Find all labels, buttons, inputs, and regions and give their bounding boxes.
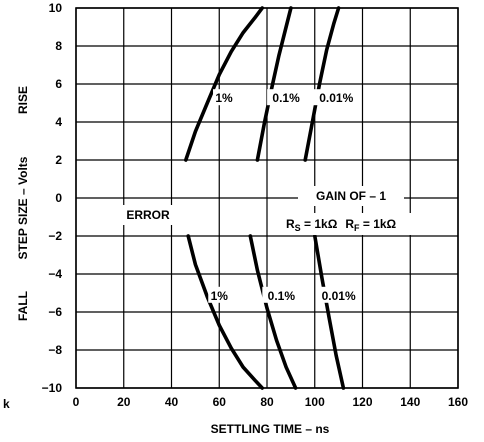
rs-value: = 1kΩ <box>301 217 338 231</box>
y-tick-label-2: 6 <box>55 77 62 91</box>
y-tick-label-10: −10 <box>42 381 63 395</box>
error-label-bg <box>118 205 176 225</box>
gain-label-bg <box>298 186 404 206</box>
y-tick-label-9: −8 <box>48 343 62 357</box>
curves <box>184 6 346 390</box>
curve-label-3: 1% <box>211 289 229 303</box>
y-tick-label-6: −2 <box>48 229 62 243</box>
resistor-label: RS = 1kΩ RF = 1kΩ <box>286 217 397 233</box>
curve-label-2: 0.01% <box>319 91 353 105</box>
x-tick-label-8: 160 <box>448 395 468 409</box>
curve-label-bg-4 <box>262 286 301 303</box>
curve-labels: 1% 0.1% 0.01% 1% 0.1% 0.01% <box>208 89 362 303</box>
resistor-label-bg <box>280 213 424 235</box>
x-tick-label-6: 120 <box>352 395 372 409</box>
rf-main: R <box>345 217 354 231</box>
curve-label-bg-2 <box>313 89 360 106</box>
curve-label-1: 0.1% <box>272 91 300 105</box>
y-tick-label-0: 10 <box>49 1 63 15</box>
x-tick-label-3: 60 <box>213 395 227 409</box>
x-tick-label-5: 100 <box>305 395 325 409</box>
y-tick-label-1: 8 <box>55 39 62 53</box>
curve-rise-0 <box>184 6 264 162</box>
curve-label-4: 0.1% <box>268 289 296 303</box>
curve-label-bg-5 <box>315 286 362 303</box>
x-tick-label-0: 0 <box>73 395 80 409</box>
y-tick-label-5: 0 <box>55 191 62 205</box>
x-tick-label-1: 20 <box>117 395 131 409</box>
plot-frame <box>75 7 459 389</box>
error-label: ERROR <box>126 208 170 222</box>
rf-sub: F <box>354 223 360 233</box>
curve-fall-3 <box>186 234 264 390</box>
rs-sub: S <box>295 223 301 233</box>
fall-label: FALL <box>16 291 30 321</box>
x-tick-label-2: 40 <box>165 395 179 409</box>
curve-rise-2 <box>303 6 341 162</box>
curve-fall-4 <box>248 234 298 390</box>
curve-label-bg-1 <box>267 89 306 106</box>
curve-label-bg-0 <box>213 89 236 106</box>
x-tick-label-4: 80 <box>260 395 274 409</box>
curve-label-0: 1% <box>215 91 233 105</box>
y-tick-label-8: −6 <box>48 305 62 319</box>
y-tick-label-7: −4 <box>48 267 62 281</box>
rf-value: = 1kΩ <box>360 217 397 231</box>
y-axis-title: STEP SIZE – Volts <box>16 156 30 259</box>
curve-label-5: 0.01% <box>322 289 356 303</box>
curve-label-bg-3 <box>208 286 231 303</box>
rise-label: RISE <box>16 86 30 114</box>
y-tick-label-4: 2 <box>55 153 62 167</box>
x-axis-title: SETTLING TIME – ns <box>211 422 330 436</box>
y-tick-label-3: 4 <box>55 115 62 129</box>
rs-main: R <box>286 217 295 231</box>
gain-label: GAIN OF – 1 <box>316 189 386 203</box>
curve-rise-1 <box>255 6 293 162</box>
curve-fall-5 <box>313 234 346 390</box>
x-tick-label-7: 140 <box>400 395 420 409</box>
stray-mark: k <box>3 397 10 411</box>
